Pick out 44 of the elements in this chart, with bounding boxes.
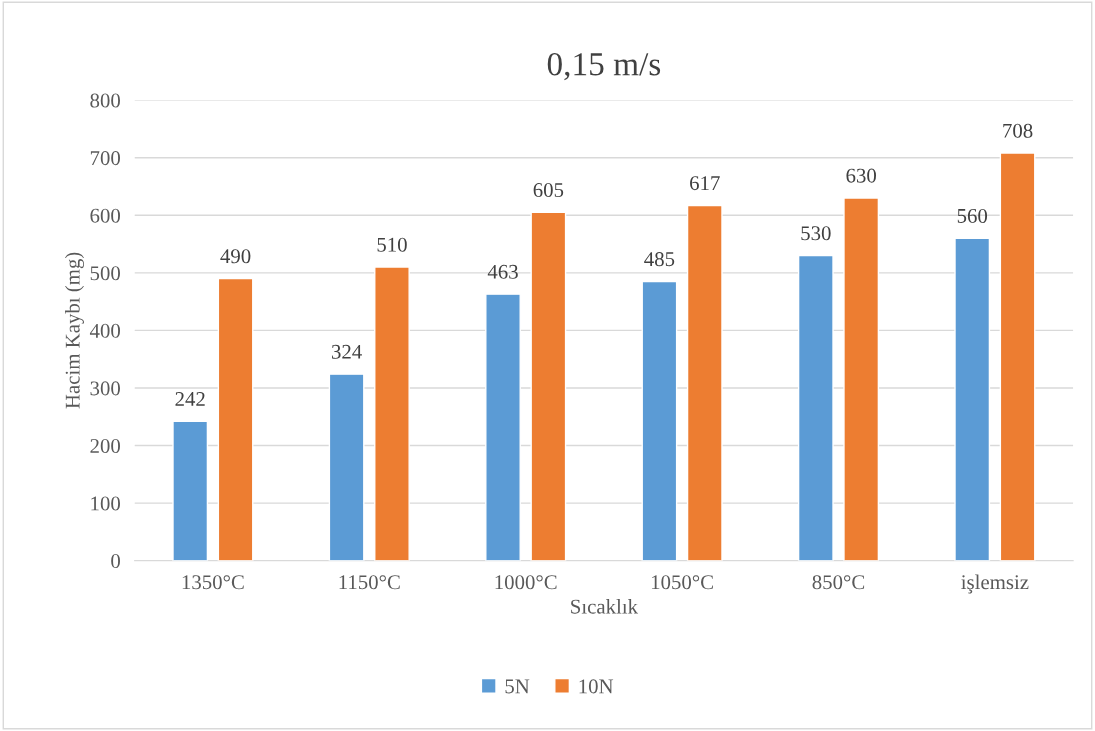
data-label: 560 bbox=[957, 208, 988, 223]
legend-label: 10N bbox=[579, 679, 614, 694]
y-tick-label: 800 bbox=[90, 93, 120, 108]
x-tick-label: 1050°C bbox=[651, 575, 713, 590]
bar bbox=[954, 237, 991, 561]
data-label: 324 bbox=[331, 344, 362, 359]
data-label: 490 bbox=[220, 249, 251, 264]
x-tick-label: 850°C bbox=[812, 575, 865, 590]
legend-label: 5N bbox=[505, 679, 530, 694]
data-label: 485 bbox=[644, 252, 675, 267]
y-tick-label: 500 bbox=[90, 266, 120, 281]
x-tick-label: 1350°C bbox=[182, 575, 244, 590]
y-tick-label: 100 bbox=[91, 496, 120, 511]
x-tick-label: 1000°C bbox=[495, 575, 557, 590]
y-tick-label: 300 bbox=[90, 381, 120, 396]
y-tick-label: 700 bbox=[90, 151, 120, 166]
bar bbox=[843, 197, 880, 561]
data-label: 605 bbox=[533, 183, 564, 198]
bar bbox=[217, 277, 254, 561]
x-tick-label: işlemsiz bbox=[961, 574, 1029, 594]
y-tick-label: 200 bbox=[90, 438, 120, 453]
bar bbox=[999, 152, 1036, 561]
bar bbox=[374, 266, 410, 561]
data-label: 630 bbox=[846, 168, 877, 183]
bar bbox=[530, 211, 567, 561]
x-tick-label: 1150°C bbox=[339, 575, 400, 590]
y-tick-label: 0 bbox=[111, 554, 120, 569]
data-label: 530 bbox=[801, 226, 831, 241]
bar bbox=[172, 420, 209, 561]
x-axis-title: Sıcaklık bbox=[571, 599, 639, 614]
y-axis-title: Hacim Kaybı (mg) bbox=[65, 252, 84, 409]
data-label: 463 bbox=[487, 264, 518, 279]
data-label: 708 bbox=[1003, 123, 1033, 138]
data-label: 242 bbox=[175, 392, 205, 406]
chart-title: 0,15 m/s bbox=[547, 52, 661, 81]
bar bbox=[641, 280, 678, 561]
y-tick-label: 600 bbox=[90, 208, 120, 223]
y-tick-label: 400 bbox=[89, 323, 120, 338]
bar bbox=[328, 373, 365, 561]
bar bbox=[797, 254, 834, 561]
bar bbox=[686, 204, 723, 561]
bar bbox=[485, 293, 521, 561]
data-label: 617 bbox=[690, 176, 720, 191]
data-label: 510 bbox=[377, 237, 407, 252]
